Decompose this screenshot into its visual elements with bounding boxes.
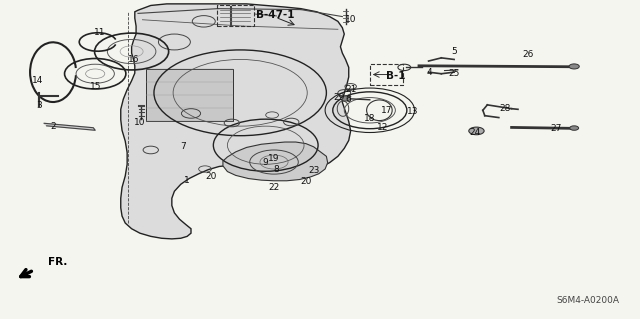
Text: 23: 23 [308,166,319,175]
Text: 24: 24 [469,128,480,137]
Text: 10: 10 [134,118,146,128]
Bar [370,64,403,85]
Polygon shape [223,142,328,181]
Bar [216,5,253,26]
Text: 16: 16 [128,55,140,64]
Text: 11: 11 [94,28,106,37]
Text: B-47-1: B-47-1 [256,10,294,20]
Text: B-1: B-1 [386,71,405,81]
Text: S6M4-A0200A: S6M4-A0200A [557,296,620,305]
Text: 25: 25 [449,69,460,78]
Text: 20: 20 [205,172,217,181]
Text: 27: 27 [550,124,562,133]
Polygon shape [121,4,351,239]
Text: 6: 6 [346,95,351,104]
Text: 21: 21 [345,85,356,94]
Text: 15: 15 [90,82,101,91]
Circle shape [340,96,351,101]
Text: 5: 5 [451,47,457,56]
Text: 3: 3 [36,101,42,110]
Circle shape [569,64,579,69]
Text: 7: 7 [180,142,186,151]
Text: 18: 18 [364,114,376,123]
Text: 1: 1 [184,176,190,185]
Circle shape [570,126,579,130]
Text: 14: 14 [32,76,44,85]
Text: 9: 9 [263,158,269,167]
Text: 22: 22 [268,183,280,192]
Text: 20: 20 [300,177,312,186]
Bar [147,69,232,122]
Text: 19: 19 [268,154,280,163]
Text: 2: 2 [51,122,56,131]
Polygon shape [44,123,95,130]
Text: 29: 29 [333,93,345,102]
Text: 28: 28 [499,104,511,113]
Text: 26: 26 [522,50,533,59]
Text: 10: 10 [345,15,356,24]
Text: 13: 13 [407,108,419,116]
Circle shape [468,127,484,135]
Text: 4: 4 [427,68,433,77]
Text: 12: 12 [377,123,388,132]
Text: 17: 17 [381,106,393,115]
Text: FR.: FR. [48,257,67,267]
Text: 8: 8 [274,165,280,174]
